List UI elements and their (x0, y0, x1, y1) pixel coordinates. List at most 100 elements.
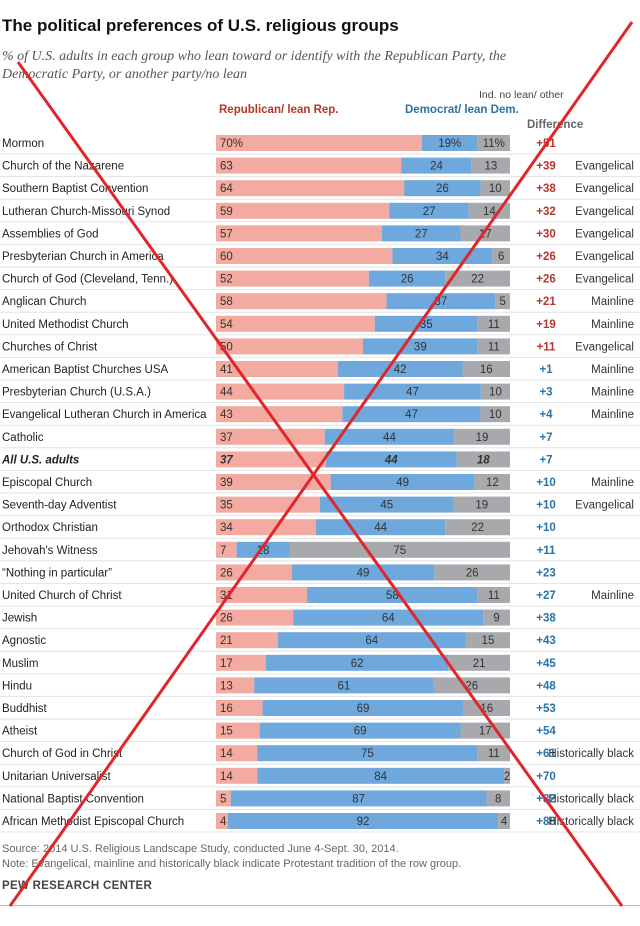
value-label-independent: 11% (483, 138, 505, 150)
value-label-republican: 54 (220, 319, 233, 331)
value-label-democrat: 26 (401, 274, 414, 286)
tradition-label: Historically black (548, 748, 634, 760)
row-label: Episcopal Church (2, 477, 92, 489)
difference-label: +10 (536, 522, 556, 534)
difference-label: +38 (536, 183, 556, 195)
value-label-democrat: 18 (257, 545, 270, 557)
source-note: Source: 2014 U.S. Religious Landscape St… (2, 843, 399, 855)
value-label-independent: 22 (471, 274, 484, 286)
tradition-label: Mainline (591, 477, 634, 489)
value-label-democrat: 44 (384, 454, 398, 466)
value-label-democrat: 47 (406, 387, 419, 399)
difference-label: +38 (536, 613, 556, 625)
bar-republican (216, 293, 387, 310)
row-label: Jehovah's Witness (2, 545, 98, 557)
value-label-republican: 16 (220, 703, 233, 715)
value-label-republican: 37 (220, 432, 233, 444)
value-label-independent: 75 (393, 545, 406, 557)
difference-label: +26 (536, 251, 556, 263)
difference-label: +7 (539, 432, 552, 444)
value-label-republican: 44 (220, 387, 233, 399)
tradition-label: Mainline (591, 364, 634, 376)
difference-label: +30 (536, 228, 556, 240)
row-label: Anglican Church (2, 296, 86, 308)
difference-label: +4 (539, 409, 553, 421)
value-label-democrat: 84 (374, 771, 387, 783)
value-label-democrat: 49 (396, 477, 409, 489)
row-label: Jewish (2, 613, 37, 625)
value-label-republican: 37 (220, 454, 233, 466)
value-label-democrat: 39 (414, 341, 427, 353)
value-label-republican: 4 (220, 816, 227, 828)
value-label-republican: 60 (220, 251, 233, 263)
value-label-independent: 5 (499, 296, 505, 308)
value-label-democrat: 64 (365, 635, 378, 647)
difference-label: +19 (536, 319, 556, 331)
value-label-democrat: 49 (357, 567, 370, 579)
difference-label: +70 (536, 771, 556, 783)
value-label-republican: 63 (220, 161, 233, 173)
value-label-democrat: 27 (415, 228, 428, 240)
difference-label: +54 (536, 726, 556, 738)
value-label-democrat: 34 (436, 251, 449, 263)
row-label: Seventh-day Adventist (2, 500, 117, 512)
value-label-independent: 14 (483, 206, 496, 218)
value-label-independent: 17 (479, 726, 492, 738)
row-label: Atheist (2, 726, 38, 738)
value-label-independent: 11 (488, 319, 500, 331)
value-label-independent: 9 (493, 613, 499, 625)
bar-republican (216, 361, 338, 377)
value-label-democrat: 47 (405, 409, 418, 421)
value-label-independent: 10 (489, 387, 502, 399)
row-label: Lutheran Church-Missouri Synod (2, 206, 170, 218)
value-label-independent: 21 (473, 658, 486, 670)
value-label-republican: 59 (220, 206, 233, 218)
difference-label: +23 (536, 567, 556, 579)
value-label-democrat: 42 (394, 364, 407, 376)
row-label: Presbyterian Church (U.S.A.) (2, 387, 151, 399)
value-label-independent: 26 (466, 567, 479, 579)
row-label: Church of the Nazarene (2, 161, 124, 173)
row-label: Southern Baptist Convention (2, 183, 148, 195)
value-label-democrat: 44 (383, 432, 396, 444)
row-label: American Baptist Churches USA (2, 364, 169, 376)
value-label-democrat: 24 (430, 161, 443, 173)
value-label-democrat: 27 (423, 206, 436, 218)
value-label-democrat: 69 (354, 726, 367, 738)
tradition-label: Evangelical (575, 161, 634, 173)
row-label: Church of God (Cleveland, Tenn.) (2, 274, 173, 286)
difference-label: +7 (539, 454, 552, 466)
value-label-republican: 52 (220, 274, 233, 286)
value-label-democrat: 87 (352, 793, 365, 805)
value-label-democrat: 92 (357, 816, 370, 828)
value-label-republican: 50 (220, 341, 233, 353)
tradition-label: Historically black (548, 793, 634, 805)
tradition-note: Note: Evangelical, mainline and historic… (2, 858, 462, 870)
row-label: Churches of Christ (2, 341, 98, 353)
row-label: African Methodist Episcopal Church (2, 816, 184, 828)
value-label-republican: 57 (220, 228, 233, 240)
value-label-independent: 19 (475, 500, 488, 512)
value-label-democrat: 75 (361, 748, 374, 760)
tradition-label: Evangelical (575, 183, 634, 195)
value-label-independent: 4 (501, 816, 508, 828)
value-label-independent: 17 (479, 228, 492, 240)
row-label: Presbyterian Church in America (2, 251, 164, 263)
value-label-republican: 35 (220, 500, 233, 512)
bar-republican (216, 135, 422, 151)
row-label: “Nothing in particular” (2, 567, 112, 579)
row-label: National Baptist Convention (2, 793, 144, 805)
footer-notes: Source: 2014 U.S. Religious Landscape St… (2, 842, 461, 872)
bar-republican (216, 315, 375, 332)
value-label-republican: 58 (220, 296, 233, 308)
value-label-republican: 64 (220, 183, 233, 195)
tradition-label: Evangelical (575, 341, 634, 353)
difference-label: +39 (536, 161, 556, 173)
row-label: Mormon (2, 138, 44, 150)
value-label-democrat: 44 (374, 522, 387, 534)
value-label-republican: 13 (220, 680, 233, 692)
value-label-democrat: 35 (420, 319, 433, 331)
difference-label: +27 (536, 590, 556, 602)
tradition-label: Mainline (591, 409, 634, 421)
value-label-republican: 7 (220, 545, 226, 557)
